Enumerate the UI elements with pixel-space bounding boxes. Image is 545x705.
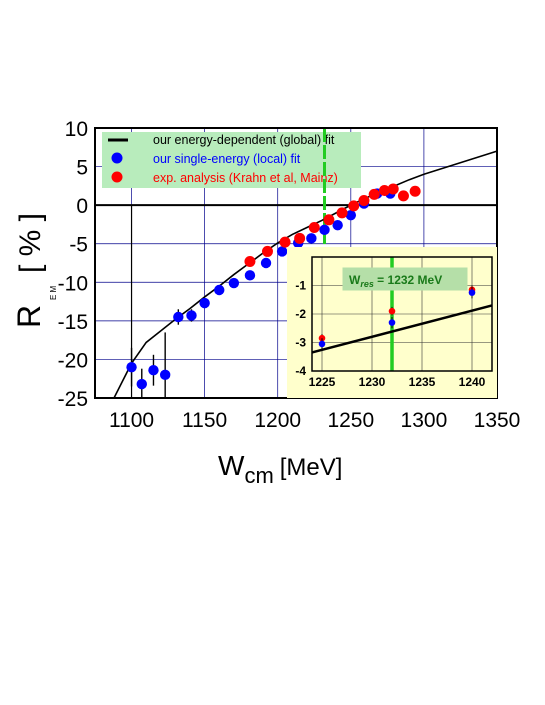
legend-entry-1: our energy-dependent (global) fit [153,133,335,147]
y-axis-title-main: R [11,305,47,328]
local-fit-point [276,246,288,257]
y-tick-label: -15 [58,311,88,334]
inset-global-fit-line [311,304,493,354]
krahn-point [261,245,273,257]
y-tick-label: -5 [69,234,88,257]
inset-tick-labels: 1225 1230 1235 1240 -1 -2 -3 -4 [295,279,485,390]
y-axis-title: R E M [ % ] [11,213,58,328]
x-tick-label: 1300 [401,409,448,432]
inset-annotation-sub: res [360,279,374,289]
x-tick-label: 1150 [182,409,227,432]
local-fit-point [332,220,343,231]
y-tick-label: 10 [65,118,88,141]
inset-annotation-text: Wres = 1232 MeV [349,273,442,289]
local-fit-point [136,378,147,390]
inset-krahn-point [388,307,396,315]
inset-plot-frame [311,256,493,372]
inset-local-point [388,319,396,326]
krahn-point [323,214,335,226]
x-axis-title-main: W [218,450,245,481]
x-axis-title: Wcm [MeV] [218,450,342,488]
local-fit-point [306,233,317,244]
main-marks [95,128,498,399]
inset-annotation-main: W [349,273,361,287]
krahn-point [336,207,348,219]
local-fit-point [199,297,210,309]
krahn-point [308,222,320,234]
inset-x-tick-label: 1230 [359,375,386,389]
x-tick-label: 1200 [254,409,301,432]
x-tick-label: 1250 [327,409,374,432]
local-fit-point [228,277,240,289]
krahn-point [348,200,360,212]
local-fit-point [159,369,171,381]
inset-y-tick-label: -4 [295,364,306,378]
inset-local-point [318,340,326,348]
x-tick-label: 1350 [474,409,521,432]
inset-annotation-box [342,267,468,291]
inset-local-point [468,289,476,296]
local-fit-point [148,365,159,376]
krahn-point [378,184,390,196]
x-axis-title-unit: [MeV] [280,454,343,481]
y-axis-title-unit: [ % ] [14,213,47,273]
local-fit-point [214,284,225,296]
krahn-point [397,190,409,202]
legend-circle-marker [111,171,123,183]
y-tick-label: -10 [58,272,88,295]
local-fit-point [319,224,330,236]
inset-annotation-value: = 1232 MeV [374,273,442,287]
y-tick-label: -20 [58,349,88,372]
krahn-point [358,195,370,207]
main-tick-labels: 1100 1150 1200 1250 1300 1350 10 5 0 -5 -10 -15 -20 -… [58,118,521,432]
inset-annotation: Wres = 1232 MeV [342,267,468,291]
y-tick-label: 5 [76,157,88,180]
inset-x-tick-label: 1235 [409,375,436,389]
krahn-point [244,255,256,267]
local-fit-point [244,270,256,281]
y-tick-label: 0 [76,195,88,218]
legend-background [102,132,361,188]
local-fit-point [173,311,184,323]
legend-circle-marker [111,152,123,164]
krahn-point [387,183,399,195]
y-axis-title-sub: E M [49,285,58,300]
inset-plot: 1225 1230 1235 1240 -1 -2 -3 -4 Wres = 1232 MeV [287,247,497,398]
krahn-point [409,185,421,197]
legend-entry-3: exp. analysis (Krahn et al, Mainz) [153,171,338,185]
inset-x-tick-label: 1240 [459,375,486,389]
local-fit-point [126,361,137,373]
legend-entry-2: our single-energy (local) fit [153,152,301,166]
inset-x-tick-label: 1225 [309,375,336,389]
krahn-point [279,236,291,248]
y-tick-label: -25 [58,388,88,411]
local-fit-point [345,209,357,221]
krahn-point [368,188,380,200]
inset-y-tick-label: -1 [295,279,306,293]
krahn-point [294,232,306,244]
inset-y-tick-label: -3 [295,336,306,350]
x-tick-label: 1100 [109,409,154,432]
legend: our energy-dependent (global) fit our sin… [102,132,361,188]
local-fit-point [260,257,272,269]
inset-y-tick-label: -2 [295,307,306,321]
local-fit-point [186,310,197,321]
x-axis-title-sub: cm [244,463,273,488]
